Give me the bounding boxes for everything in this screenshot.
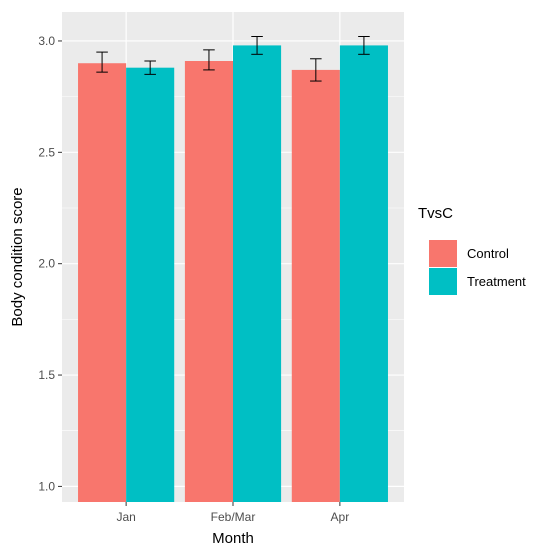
x-axis: Jan Feb/Mar Apr [116,502,349,524]
y-tick-label: 1.5 [38,368,55,382]
bar-treatment-jan [126,67,175,502]
legend-label-control: Control [467,246,509,261]
bar-treatment-feb-mar [233,45,282,503]
bar-treatment-apr [339,45,388,503]
legend-title: TvsC [418,205,453,222]
y-tick-label: 3.0 [38,34,55,48]
legend-key-control [429,240,457,267]
x-tick-label: Apr [331,510,350,524]
error-bars [96,36,370,82]
bar-control-feb-mar [184,61,233,502]
bars [78,45,388,503]
y-axis-title: Body condition score [9,187,26,326]
y-tick-label: 1.0 [38,479,55,493]
x-tick-label: Feb/Mar [211,510,256,524]
y-axis: 1.0 1.5 2.0 2.5 3.0 [38,34,62,493]
legend-key-treatment [429,268,457,295]
y-tick-label: 2.5 [38,145,55,159]
x-axis-title: Month [212,530,254,547]
bar-control-apr [291,69,340,502]
bar-control-jan [78,63,127,503]
legend: TvsC Control Treatment [418,205,526,295]
legend-label-treatment: Treatment [467,274,526,289]
x-tick-label: Jan [116,510,135,524]
y-tick-label: 2.0 [38,257,55,271]
